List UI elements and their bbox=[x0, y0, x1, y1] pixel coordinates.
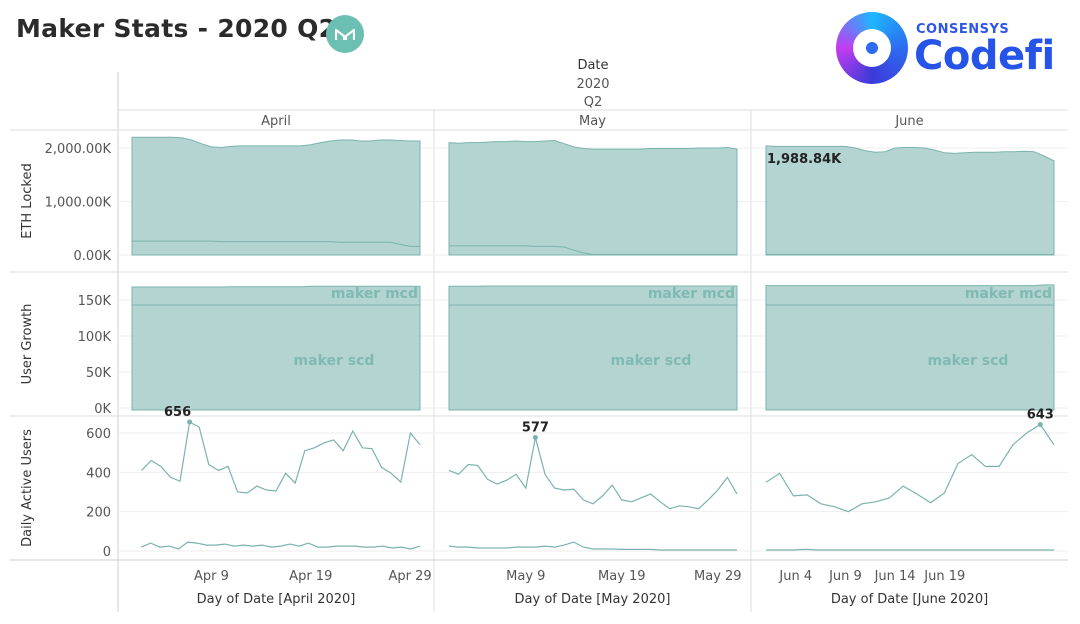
x-tick-label: May 19 bbox=[598, 569, 646, 584]
y-tick-label: 1,000.00K bbox=[45, 196, 112, 211]
y-axis-title: ETH Locked bbox=[20, 163, 35, 239]
series-label-scd: maker scd bbox=[294, 353, 375, 369]
line-maker-scd bbox=[766, 548, 1054, 551]
maker-m-logo-icon bbox=[326, 15, 364, 53]
eth-locked-annotation: 1,988.84K bbox=[767, 152, 842, 167]
codefi-ring-center bbox=[866, 42, 878, 54]
y-tick-label: 150K bbox=[78, 294, 112, 309]
x-tick-label: Jun 14 bbox=[874, 569, 916, 584]
brand-codefi: Codefi bbox=[914, 33, 1055, 79]
line-maker-mcd bbox=[141, 421, 421, 494]
line-maker-scd bbox=[449, 245, 737, 255]
x-tick-label: Apr 29 bbox=[388, 569, 431, 584]
column-header-month: June bbox=[894, 114, 923, 129]
line-maker-scd bbox=[448, 541, 737, 551]
column-header-month: April bbox=[261, 114, 291, 129]
line-maker-scd bbox=[141, 541, 421, 550]
line-maker-mcd bbox=[765, 423, 1055, 513]
brand-consensys: CONSENSYS bbox=[916, 22, 1010, 37]
header-quarter: Q2 bbox=[584, 95, 603, 110]
y-tick-label: 400 bbox=[86, 466, 111, 481]
peak-marker bbox=[532, 435, 538, 441]
series-label-mcd: maker mcd bbox=[648, 286, 735, 302]
y-tick-label: 50K bbox=[86, 366, 112, 381]
x-axis-title: Day of Date [April 2020] bbox=[197, 592, 356, 607]
area-maker-mcd bbox=[765, 284, 1055, 411]
x-tick-label: Jun 19 bbox=[923, 569, 965, 584]
y-tick-label: 100K bbox=[78, 330, 112, 345]
header-year: 2020 bbox=[576, 77, 609, 92]
x-tick-label: Apr 9 bbox=[194, 569, 229, 584]
y-axis-title: User Growth bbox=[20, 304, 35, 385]
series-label-scd: maker scd bbox=[611, 353, 692, 369]
x-tick-label: May 9 bbox=[506, 569, 545, 584]
area-maker-mcd bbox=[448, 285, 738, 411]
dau-peak-annotation: 577 bbox=[522, 421, 549, 436]
peak-marker bbox=[1037, 422, 1043, 428]
series-label-mcd: maker mcd bbox=[331, 286, 418, 302]
y-tick-label: 0 bbox=[103, 545, 111, 560]
y-tick-label: 2,000.00K bbox=[45, 142, 112, 157]
x-axis-title: Day of Date [June 2020] bbox=[831, 592, 988, 607]
area-maker-mcd bbox=[131, 136, 421, 256]
dashboard-title: Maker Stats - 2020 Q2 bbox=[16, 14, 337, 43]
area-maker-mcd bbox=[131, 285, 421, 411]
line-maker-mcd bbox=[448, 437, 738, 510]
series-label-scd: maker scd bbox=[928, 353, 1009, 369]
x-tick-label: Jun 4 bbox=[778, 569, 812, 584]
dau-peak-annotation: 643 bbox=[1027, 408, 1054, 423]
y-tick-label: 200 bbox=[86, 506, 111, 521]
x-tick-label: Jun 9 bbox=[828, 569, 862, 584]
column-header-month: May bbox=[579, 114, 606, 129]
y-tick-label: 600 bbox=[86, 427, 111, 442]
peak-marker bbox=[187, 419, 193, 425]
line-maker-scd bbox=[132, 240, 420, 247]
y-tick-label: 0.00K bbox=[74, 249, 112, 264]
area-maker-mcd bbox=[448, 139, 738, 256]
y-axis-title: Daily Active Users bbox=[20, 429, 35, 547]
x-axis-title: Day of Date [May 2020] bbox=[515, 592, 671, 607]
codefi-brand-logo: CONSENSYS Codefi bbox=[836, 12, 1076, 88]
series-label-mcd: maker mcd bbox=[965, 286, 1052, 302]
y-tick-label: 0K bbox=[94, 402, 111, 417]
x-tick-label: May 29 bbox=[694, 569, 742, 584]
area-maker-mcd bbox=[765, 145, 1055, 256]
header-date-field: Date bbox=[577, 58, 608, 73]
dau-peak-annotation: 656 bbox=[164, 405, 191, 420]
x-tick-label: Apr 19 bbox=[289, 569, 332, 584]
